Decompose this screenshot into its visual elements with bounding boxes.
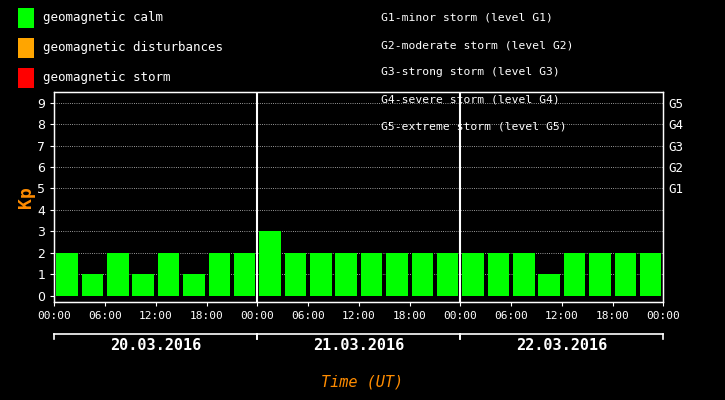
Bar — [513, 253, 534, 296]
Bar — [589, 253, 610, 296]
Bar — [260, 231, 281, 296]
Text: G5-extreme storm (level G5): G5-extreme storm (level G5) — [381, 122, 566, 132]
Bar — [82, 274, 103, 296]
Bar — [336, 253, 357, 296]
Text: 20.03.2016: 20.03.2016 — [110, 338, 202, 354]
Text: 22.03.2016: 22.03.2016 — [516, 338, 608, 354]
Y-axis label: Kp: Kp — [17, 186, 35, 208]
Bar — [463, 253, 484, 296]
Text: G2-moderate storm (level G2): G2-moderate storm (level G2) — [381, 40, 573, 50]
Bar — [234, 253, 255, 296]
Text: G1-minor storm (level G1): G1-minor storm (level G1) — [381, 13, 552, 23]
Bar — [285, 253, 306, 296]
Text: geomagnetic storm: geomagnetic storm — [43, 72, 170, 84]
Text: geomagnetic disturbances: geomagnetic disturbances — [43, 42, 223, 54]
Text: 21.03.2016: 21.03.2016 — [313, 338, 405, 354]
Bar — [133, 274, 154, 296]
Bar — [386, 253, 407, 296]
Bar — [107, 253, 128, 296]
Bar — [437, 253, 458, 296]
Bar — [564, 253, 585, 296]
Bar — [640, 253, 661, 296]
Text: G3-strong storm (level G3): G3-strong storm (level G3) — [381, 68, 560, 78]
Bar — [57, 253, 78, 296]
Bar — [183, 274, 204, 296]
Bar — [310, 253, 331, 296]
Bar — [488, 253, 509, 296]
Bar — [361, 253, 382, 296]
Text: Time (UT): Time (UT) — [321, 374, 404, 390]
Text: G4-severe storm (level G4): G4-severe storm (level G4) — [381, 95, 560, 105]
Bar — [539, 274, 560, 296]
Bar — [412, 253, 433, 296]
Text: geomagnetic calm: geomagnetic calm — [43, 12, 163, 24]
Bar — [615, 253, 636, 296]
Bar — [158, 253, 179, 296]
Bar — [209, 253, 230, 296]
